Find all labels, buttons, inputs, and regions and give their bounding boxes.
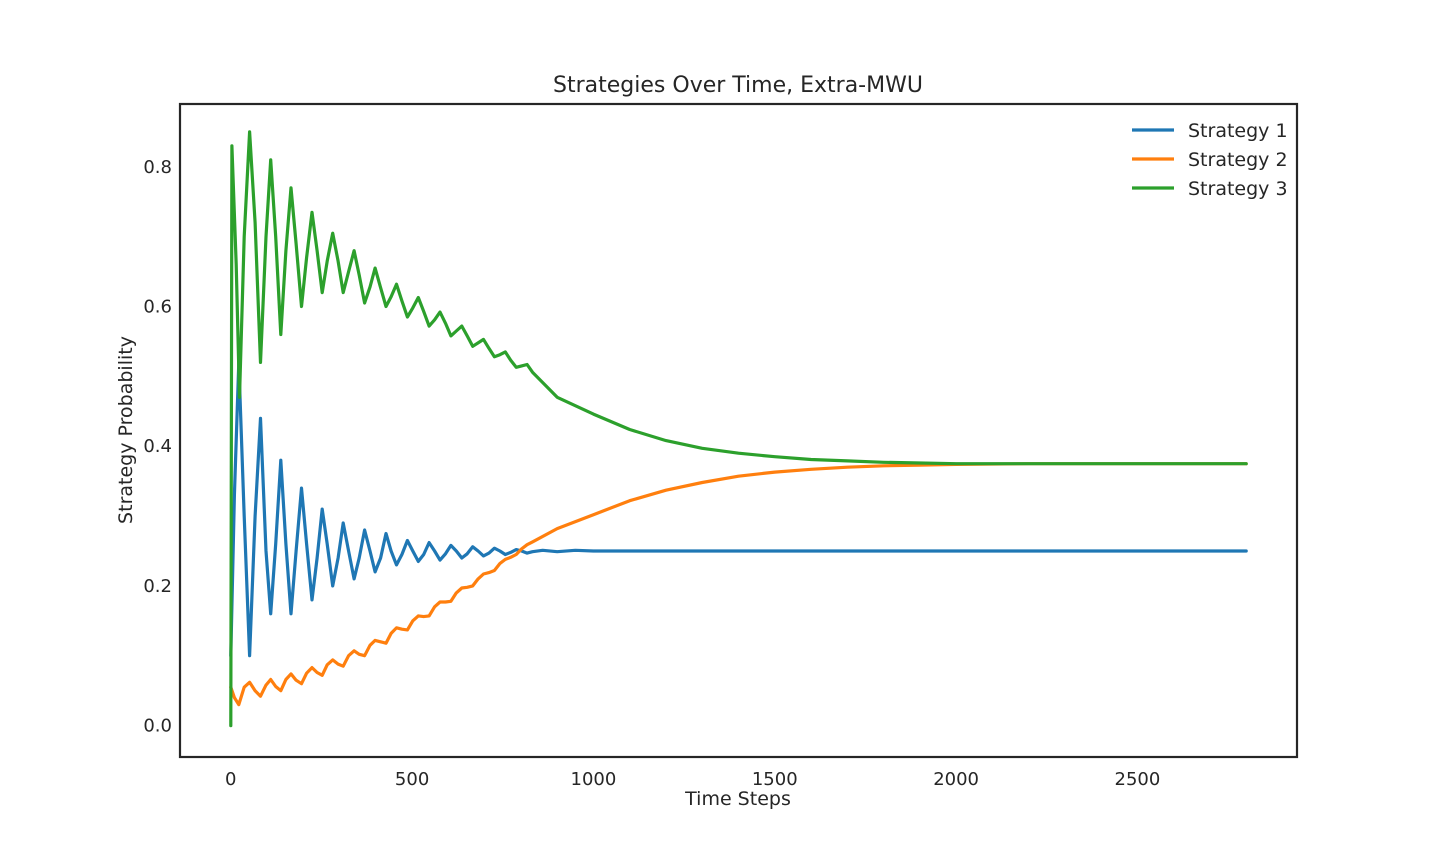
series-line-strategy-1 <box>229 360 1248 658</box>
x-tick-label: 0 <box>225 769 236 790</box>
y-tick-label: 0.8 <box>143 157 172 178</box>
legend-label: Strategy 1 <box>1188 120 1288 142</box>
x-tick-label: 1500 <box>752 769 798 790</box>
legend: Strategy 1 Strategy 2 Strategy 3 <box>1132 120 1288 200</box>
x-tick-label: 500 <box>395 769 429 790</box>
x-tick-label: 2500 <box>1115 769 1161 790</box>
x-axis-ticks: 0 500 1000 1500 2000 2500 <box>225 769 1160 790</box>
y-tick-label: 0.2 <box>143 576 172 597</box>
y-tick-label: 0.4 <box>143 436 172 457</box>
series-line-strategy-3 <box>229 130 1248 728</box>
x-tick-label: 1000 <box>571 769 617 790</box>
legend-label: Strategy 2 <box>1188 149 1288 171</box>
x-axis-label: Time Steps <box>684 788 791 810</box>
x-tick-label: 2000 <box>933 769 979 790</box>
y-axis-ticks: 0.0 0.2 0.4 0.6 0.8 <box>143 157 172 737</box>
plot-frame <box>178 102 1299 759</box>
y-tick-label: 0.6 <box>143 297 172 318</box>
y-axis-label: Strategy Probability <box>115 336 137 524</box>
legend-label: Strategy 3 <box>1188 178 1288 200</box>
y-tick-label: 0.0 <box>143 716 172 737</box>
series-layer <box>229 130 1248 728</box>
series-line-strategy-2 <box>229 462 1248 707</box>
chart-title: Strategies Over Time, Extra-MWU <box>553 73 923 98</box>
